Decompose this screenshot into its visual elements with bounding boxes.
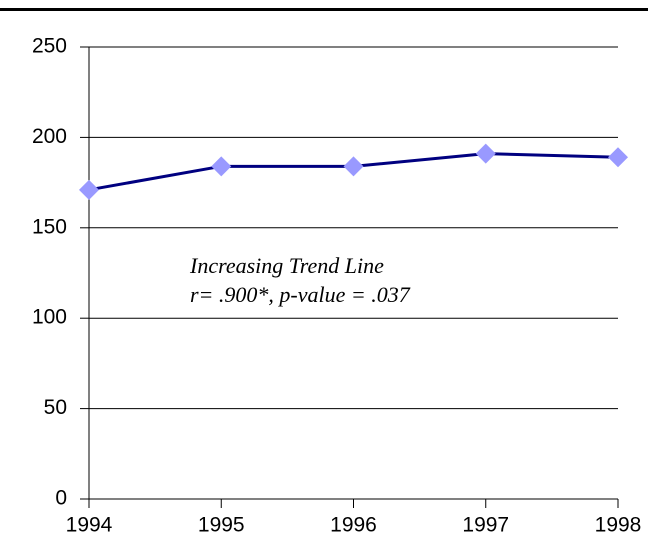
annotation: Increasing Trend Line [189, 253, 384, 278]
y-tick-label: 250 [32, 35, 67, 58]
y-tick-label: 150 [32, 215, 67, 238]
y-tick-label: 100 [32, 306, 67, 329]
x-tick-label: 1994 [66, 514, 113, 537]
y-tick-label: 0 [55, 487, 67, 510]
top-rule [0, 8, 648, 11]
y-tick-label: 50 [44, 396, 67, 419]
data-marker [343, 156, 364, 177]
x-tick-label: 1998 [595, 514, 642, 537]
annotation: r= .900*, p-value = .037 [190, 282, 411, 307]
y-tick-label: 200 [32, 125, 67, 148]
data-marker [475, 143, 496, 164]
data-marker [79, 179, 99, 200]
x-tick-label: 1997 [462, 514, 509, 537]
x-tick-label: 1996 [330, 514, 377, 537]
data-marker [211, 156, 232, 177]
x-tick-label: 1995 [198, 514, 245, 537]
data-marker [608, 147, 628, 168]
